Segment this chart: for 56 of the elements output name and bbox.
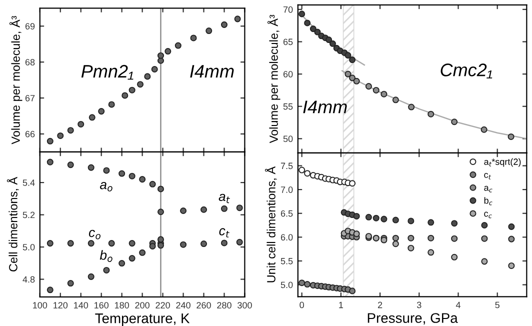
y-tick-label: 5.0 bbox=[22, 244, 35, 250]
y-axis-title: Volume per molecule, Å³ bbox=[9, 16, 22, 144]
series-label: a$_{o}$ bbox=[100, 182, 112, 192]
x-tick-label: 0 bbox=[300, 302, 304, 308]
x-tick-label: 300 bbox=[238, 302, 252, 308]
x-tick-label: 160 bbox=[94, 302, 109, 308]
y-axis-title: Unit cell dimentions, Å bbox=[264, 166, 277, 282]
annotation: Pmn2₁ bbox=[81, 64, 134, 80]
x-tick-label: 120 bbox=[54, 302, 68, 308]
legend-label: a$_{t}$*sqrt(2) bbox=[484, 158, 521, 167]
y-tick-label: 4.8 bbox=[22, 276, 35, 283]
x-tick-label: 5 bbox=[495, 302, 500, 308]
y-tick-label: 68 bbox=[25, 59, 35, 66]
y-axis-title: Cell dimentions, Å bbox=[6, 176, 19, 272]
y-tick-label: 50 bbox=[283, 136, 293, 142]
x-axis-title: Temperature, K bbox=[95, 314, 190, 326]
legend-label: a$_{c}$ bbox=[484, 186, 492, 192]
y-axis-title: Volume per molecule, Å³ bbox=[267, 14, 280, 144]
y-tick-label: 67 bbox=[25, 94, 35, 102]
series-label: c$_{o}$ bbox=[88, 230, 100, 240]
y-tick-label: 60 bbox=[283, 71, 293, 78]
x-tick-label: 1 bbox=[339, 302, 344, 308]
y-tick-label: 5.2 bbox=[22, 212, 35, 218]
x-tick-label: 2 bbox=[378, 302, 382, 308]
x-tick-label: 220 bbox=[156, 302, 170, 308]
x-tick-label: 280 bbox=[217, 302, 232, 308]
series-label: c$_{t}$ bbox=[219, 228, 230, 238]
x-tick-label: 260 bbox=[196, 302, 211, 308]
y-tick-label: 5.4 bbox=[22, 180, 35, 186]
y-tick-label: 6.5 bbox=[280, 210, 293, 217]
x-tick-label: 140 bbox=[74, 302, 88, 308]
series-label: a$_{t}$ bbox=[218, 194, 230, 204]
x-axis-title: Pressure, GPa bbox=[368, 313, 458, 325]
x-tick-label: 3 bbox=[416, 302, 422, 308]
y-tick-label: 7.5 bbox=[280, 162, 293, 170]
legend-label: c$_{c}$ bbox=[484, 212, 492, 218]
y-tick-label: 7.0 bbox=[280, 186, 293, 193]
y-tick-label: 65 bbox=[283, 38, 293, 46]
x-tick-label: 180 bbox=[114, 302, 130, 308]
annotation: Cmc2₁ bbox=[440, 64, 492, 78]
x-tick-label: 240 bbox=[176, 302, 190, 308]
annotation: I4mm bbox=[190, 65, 234, 78]
annotation: I4mm bbox=[303, 100, 347, 114]
y-tick-label: 6.0 bbox=[280, 234, 293, 241]
x-tick-label: 100 bbox=[33, 302, 48, 308]
y-tick-label: 69 bbox=[25, 23, 35, 30]
y-tick-label: 66 bbox=[25, 130, 35, 138]
x-tick-label: 200 bbox=[135, 302, 150, 308]
legend-label: b$_{c}$ bbox=[484, 197, 492, 206]
y-tick-label: 5.0 bbox=[280, 282, 293, 288]
y-tick-label: 70 bbox=[283, 6, 293, 13]
y-tick-label: 55 bbox=[283, 103, 293, 110]
y-tick-label: 5.5 bbox=[280, 258, 293, 264]
series-label: b$_{o}$ bbox=[100, 250, 112, 262]
legend-label: c$_{t}$ bbox=[484, 172, 492, 180]
x-tick-label: 4 bbox=[456, 302, 460, 308]
